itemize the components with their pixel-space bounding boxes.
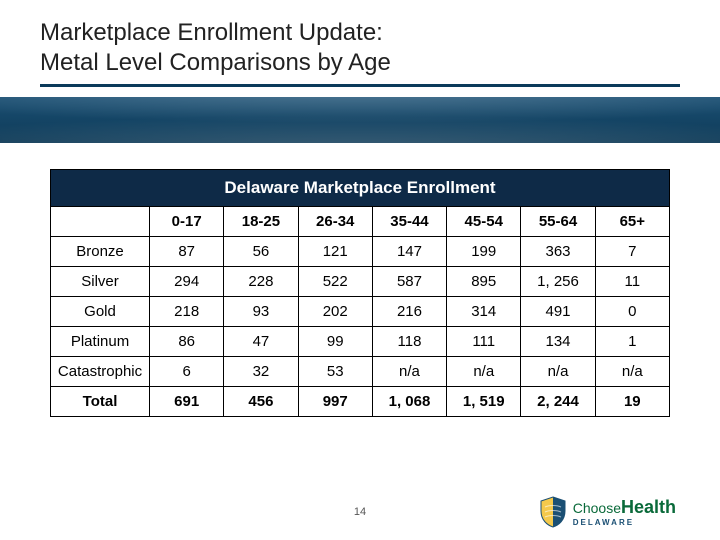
cell: 86 [150,327,224,357]
cell: 118 [372,327,446,357]
col-2: 26-34 [298,207,372,237]
table-row: Silver 294 228 522 587 895 1, 256 11 [51,267,670,297]
cell: 314 [447,297,521,327]
enrollment-table: Delaware Marketplace Enrollment 0-17 18-… [50,169,670,417]
cell: 87 [150,237,224,267]
cell: 228 [224,267,298,297]
row-label: Silver [51,267,150,297]
cell: 147 [372,237,446,267]
cell: 522 [298,267,372,297]
logo-text: ChooseHealth DELAWARE [573,498,676,527]
cell: n/a [595,357,669,387]
table-container: Delaware Marketplace Enrollment 0-17 18-… [0,143,720,417]
cell: 2, 244 [521,387,595,417]
col-6: 65+ [595,207,669,237]
table-row: Bronze 87 56 121 147 199 363 7 [51,237,670,267]
cell: 1 [595,327,669,357]
header-blank [51,207,150,237]
cell: 895 [447,267,521,297]
cell: 997 [298,387,372,417]
cell: 32 [224,357,298,387]
page-title: Marketplace Enrollment Update: Metal Lev… [40,18,680,87]
row-label: Catastrophic [51,357,150,387]
shield-icon [539,496,567,528]
cell: 6 [150,357,224,387]
table-row: Platinum 86 47 99 118 111 134 1 [51,327,670,357]
table-banner-row: Delaware Marketplace Enrollment [51,170,670,207]
cell: 1, 256 [521,267,595,297]
cell: 1, 068 [372,387,446,417]
cell: 456 [224,387,298,417]
logo-health: Health [621,497,676,517]
cell: 491 [521,297,595,327]
col-1: 18-25 [224,207,298,237]
cell: 11 [595,267,669,297]
cell: 691 [150,387,224,417]
cell: 7 [595,237,669,267]
cell: 363 [521,237,595,267]
cell: 0 [595,297,669,327]
slide-header: Marketplace Enrollment Update: Metal Lev… [0,0,720,97]
cell: 294 [150,267,224,297]
title-line-1: Marketplace Enrollment Update: [40,19,383,46]
page-number: 14 [354,506,366,518]
cell: 121 [298,237,372,267]
cell: 199 [447,237,521,267]
cell: n/a [521,357,595,387]
cell: 587 [372,267,446,297]
cell: 93 [224,297,298,327]
cell: 216 [372,297,446,327]
table-total-row: Total 691 456 997 1, 068 1, 519 2, 244 1… [51,387,670,417]
cell: 53 [298,357,372,387]
cell: 1, 519 [447,387,521,417]
cell: 19 [595,387,669,417]
logo-choose: Choose [573,500,621,516]
cell: 47 [224,327,298,357]
decorative-wave [0,97,720,143]
cell: 218 [150,297,224,327]
title-line-2: Metal Level Comparisons by Age [40,49,391,76]
row-label: Bronze [51,237,150,267]
cell: n/a [372,357,446,387]
row-label: Gold [51,297,150,327]
choosehealth-logo: ChooseHealth DELAWARE [539,496,676,528]
table-header-row: 0-17 18-25 26-34 35-44 45-54 55-64 65+ [51,207,670,237]
row-label: Total [51,387,150,417]
cell: 202 [298,297,372,327]
row-label: Platinum [51,327,150,357]
col-3: 35-44 [372,207,446,237]
col-0: 0-17 [150,207,224,237]
table-banner: Delaware Marketplace Enrollment [51,170,670,207]
cell: 99 [298,327,372,357]
cell: 56 [224,237,298,267]
col-4: 45-54 [447,207,521,237]
table-row: Gold 218 93 202 216 314 491 0 [51,297,670,327]
logo-state: DELAWARE [573,519,676,527]
col-5: 55-64 [521,207,595,237]
cell: 111 [447,327,521,357]
table-row: Catastrophic 6 32 53 n/a n/a n/a n/a [51,357,670,387]
cell: n/a [447,357,521,387]
cell: 134 [521,327,595,357]
